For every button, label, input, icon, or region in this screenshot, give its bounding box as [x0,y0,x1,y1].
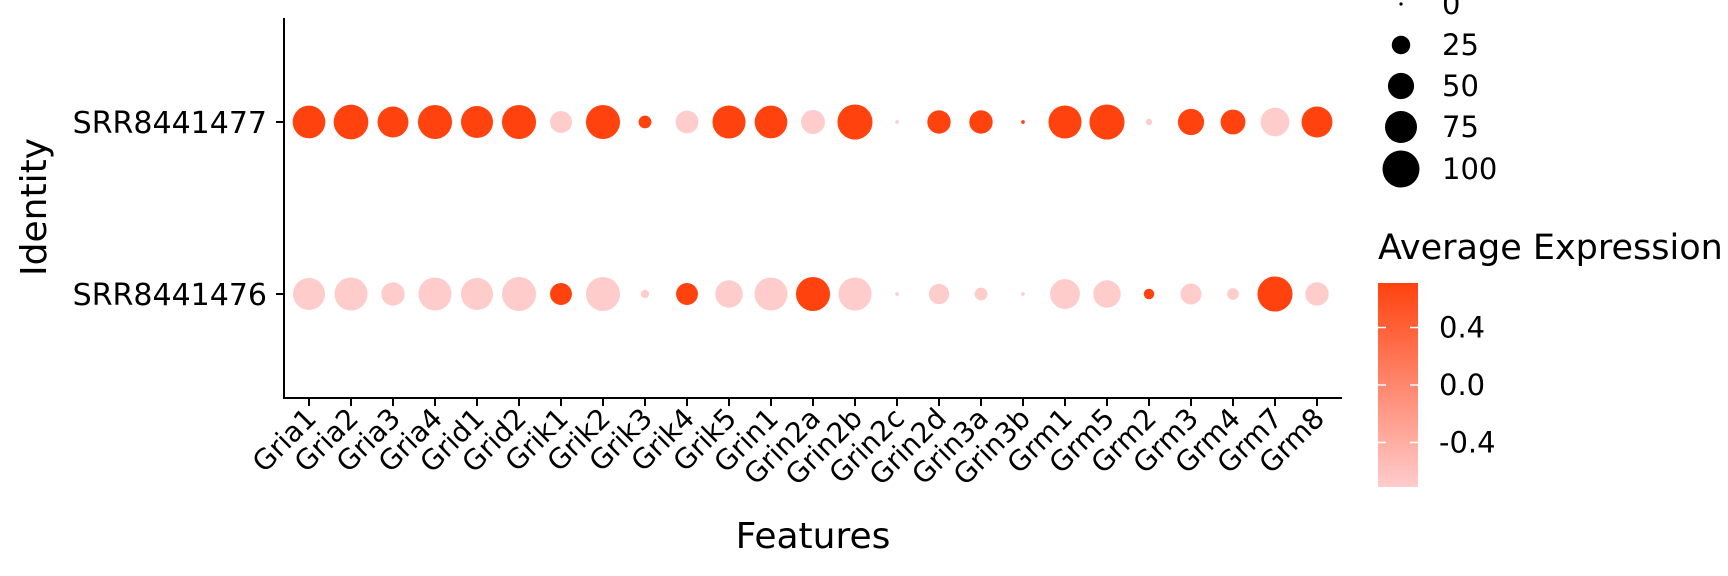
dot-SRR8441477-Gria1 [292,105,326,139]
dot-SRR8441477-Grin2a [801,110,825,134]
dot-SRR8441477-Grin3a [969,110,993,134]
dot-SRR8441476-Grin3b [1021,292,1025,296]
dot-SRR8441477-Gria3 [377,106,409,138]
dot-SRR8441476-Gria1 [292,277,326,311]
dot-SRR8441476-Grin2b [838,277,872,311]
dot-SRR8441476-Grm2 [1143,288,1155,300]
size-legend-dot [1399,2,1403,6]
dot-SRR8441476-Grid2 [501,276,537,312]
dot-SRR8441476-Grm7 [1257,276,1293,312]
color-legend-label: 0.4 [1439,311,1485,345]
dot-SRR8441476-Grik5 [715,280,743,308]
y-tick-label: SRR8441476 [73,278,267,313]
size-legend-label: 0 [1442,0,1460,21]
dot-SRR8441476-Grin3a [974,287,988,301]
dot-SRR8441476-Grm3 [1180,283,1202,305]
dot-SRR8441476-Gria3 [381,282,405,306]
dot-SRR8441476-Grik1 [550,283,572,305]
dot-SRR8441477-Grm5 [1089,104,1125,140]
dot-SRR8441477-Grik5 [712,105,746,139]
dot-SRR8441476-Grik3 [640,289,650,299]
dot-SRR8441476-Grm1 [1050,279,1080,309]
dot-SRR8441476-Grin2c [895,292,899,296]
size-legend-dot [1391,35,1411,55]
size-legend-label: 25 [1442,28,1479,62]
size-legend-label: 75 [1442,110,1479,144]
dot-SRR8441477-Grm3 [1177,108,1205,136]
x-ticks-layer: Gria1Gria2Gria3Gria4Grid1Grid2Grik1Grik2… [246,398,1331,492]
y-axis-label: Identity [14,138,55,276]
dot-SRR8441476-Grid1 [460,277,494,311]
dot-SRR8441477-Grid1 [460,105,494,139]
size-legend-dot [1387,72,1415,100]
color-legend-label: -0.4 [1439,425,1496,459]
dot-SRR8441476-Grin2d [928,283,950,305]
dot-SRR8441477-Grik2 [585,104,621,140]
dot-SRR8441476-Grin1 [754,277,788,311]
dot-SRR8441477-Grik1 [550,111,572,133]
dot-SRR8441477-Grik3 [638,115,652,129]
dot-SRR8441477-Grm8 [1301,106,1333,138]
size-legend-dot [1384,110,1418,144]
size-legend-label: 100 [1442,152,1497,186]
dot-SRR8441477-Grm7 [1260,107,1290,137]
dot-SRR8441477-Gria2 [333,104,369,140]
dot-SRR8441476-Gria2 [334,277,368,311]
dot-SRR8441476-Grm5 [1093,280,1121,308]
color-legend-label: 0.0 [1439,368,1485,402]
dot-SRR8441477-Grin3b [1021,120,1025,124]
color-legend-title: Average Expression [1378,228,1723,268]
size-legend-dot [1382,150,1420,188]
dot-SRR8441477-Grin1 [754,105,788,139]
y-ticks-layer: SRR8441477 SRR8441476 [73,106,284,313]
dot-SRR8441477-Grid2 [501,104,537,140]
dots-layer [292,104,1333,312]
dot-SRR8441477-Grm1 [1048,105,1082,139]
dot-SRR8441476-Grik4 [676,283,698,305]
y-tick-label: SRR8441477 [73,106,267,141]
dot-SRR8441476-Grin2a [795,276,831,312]
dot-SRR8441477-Grin2c [895,120,899,124]
dot-SRR8441477-Gria4 [417,104,453,140]
x-axis-label: Features [736,516,891,557]
dot-SRR8441477-Grin2b [837,104,873,140]
dot-SRR8441476-Grm4 [1227,288,1239,300]
dot-SRR8441476-Grik2 [585,276,621,312]
size-legend: 0 25 50 75 100 [1382,0,1497,188]
dot-SRR8441477-Grm4 [1220,109,1246,135]
dot-SRR8441477-Grin2d [927,110,951,134]
dot-SRR8441477-Grik4 [675,110,699,134]
dot-SRR8441476-Gria4 [418,277,452,311]
size-legend-label: 50 [1442,69,1479,103]
color-legend-ticks: 0.4 0.0 -0.4 [1378,311,1496,459]
dot-SRR8441477-Grm2 [1145,118,1153,126]
dot-SRR8441476-Grm8 [1305,282,1329,306]
